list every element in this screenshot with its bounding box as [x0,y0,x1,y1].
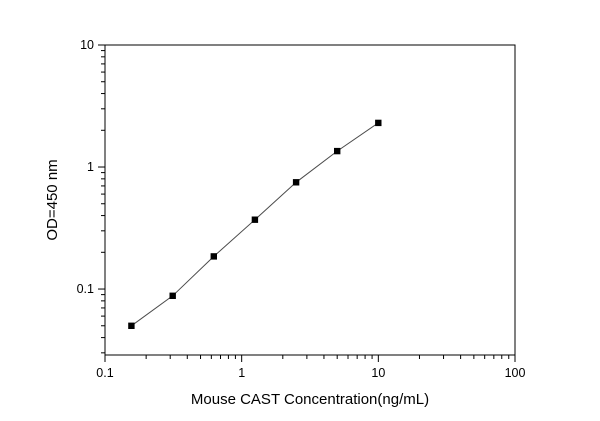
y-tick-label: 10 [80,38,94,52]
plot-frame [104,44,516,356]
data-point-marker [128,322,135,329]
data-point-marker [334,147,341,155]
x-tick-label: 100 [505,366,526,380]
data-point-marker [210,253,217,260]
x-tick-label: 0.1 [96,366,113,380]
data-point-marker [169,292,176,299]
series-line [131,122,379,327]
x-axis-title: Mouse CAST Concentration(ng/mL) [191,391,429,408]
data-point-marker [375,119,382,127]
y-tick-label: 1 [87,160,94,174]
x-tick-label: 10 [371,366,385,380]
x-tick-label: 1 [238,366,245,380]
y-axis-title: OD=450 nm [44,159,61,240]
plot-area: 0.1 1 10 100 0.1 1 10 [77,38,526,380]
data-point-marker [251,216,259,223]
y-tick-label: 0.1 [77,282,94,296]
data-point-marker [292,179,300,186]
